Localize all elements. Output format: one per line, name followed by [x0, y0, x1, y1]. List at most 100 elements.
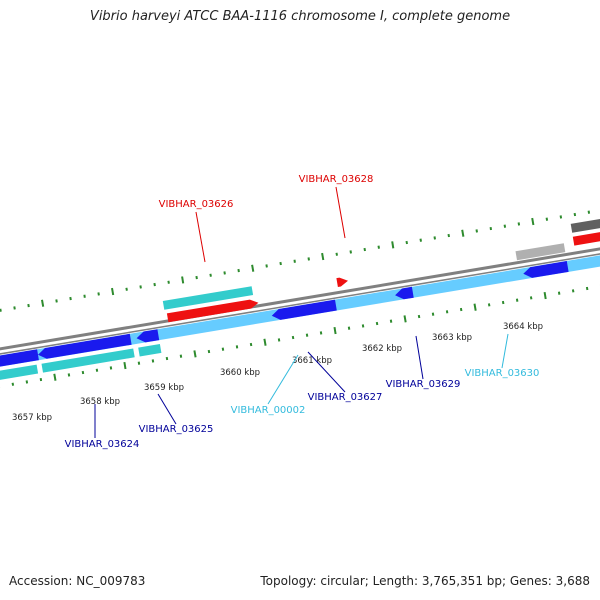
- gene-label: VIBHAR_03624: [65, 439, 140, 450]
- upper-tick-row: [587, 210, 591, 214]
- lower-tick-row: [389, 319, 393, 323]
- upper-tick-row: [279, 261, 282, 266]
- lower-tick-row: [557, 291, 561, 295]
- gene-label-leader: [335, 186, 346, 239]
- upper-tick-row: [391, 241, 395, 249]
- upper-tick-row: [55, 299, 58, 303]
- upper-tick-row: [335, 252, 338, 256]
- gene-bar-teal: [138, 344, 162, 357]
- gene-label: VIBHAR_03629: [386, 379, 461, 390]
- gene-bar-teal: [0, 364, 39, 380]
- upper-tick-row: [27, 303, 30, 308]
- lower-tick-row: [137, 361, 141, 365]
- gene-label: VIBHAR_03627: [308, 392, 383, 403]
- upper-tick-row: [363, 247, 366, 252]
- gene-label-leader: [157, 393, 177, 425]
- upper-tick-row: [517, 222, 521, 226]
- lower-tick-row: [109, 366, 113, 370]
- lower-tick-row: [487, 303, 491, 307]
- gene-label-leader: [501, 333, 509, 369]
- upper-tick-row: [419, 238, 422, 242]
- gene-label: VIBHAR_03626: [159, 199, 234, 210]
- scale-label: 3658 kbp: [80, 397, 120, 407]
- gene-bar-blue: [395, 286, 414, 300]
- lower-tick-row: [165, 356, 169, 361]
- gene-bar-red: [166, 299, 259, 323]
- lower-tick-row: [277, 338, 281, 342]
- upper-tick-row: [321, 252, 325, 261]
- accession-label: Accession: NC_009783: [9, 574, 146, 588]
- gene-bar-red: [336, 277, 348, 287]
- lower-tick-row: [81, 370, 85, 375]
- gene-bar-blue: [136, 329, 160, 343]
- upper-tick-row: [307, 257, 310, 261]
- scale-label: 3661 kbp: [292, 356, 332, 366]
- lower-tick-row: [263, 338, 267, 346]
- upper-tick-row: [0, 308, 2, 312]
- gene-label-leader: [415, 335, 424, 380]
- lower-tick-row: [333, 326, 337, 335]
- lower-tick-row: [347, 326, 351, 330]
- scale-label: 3662 kbp: [362, 344, 402, 354]
- scale-label: 3659 kbp: [144, 383, 184, 393]
- upper-tick-row: [223, 271, 226, 275]
- upper-tick-row: [405, 240, 408, 245]
- lower-tick-row: [11, 382, 15, 386]
- lower-tick-row: [123, 361, 127, 370]
- gene-bar-blue: [0, 349, 39, 367]
- lower-tick-row: [193, 350, 197, 358]
- upper-tick-row: [447, 233, 450, 238]
- upper-tick-row: [349, 250, 352, 254]
- genome-title: Vibrio harveyi ATCC BAA-1116 chromosome …: [89, 9, 511, 24]
- upper-tick-row: [503, 224, 507, 228]
- gene-bar-blue: [523, 261, 569, 278]
- upper-tick-row: [237, 268, 240, 273]
- upper-tick-row: [265, 264, 268, 268]
- upper-tick-row: [195, 275, 198, 280]
- lower-tick-row: [25, 380, 29, 384]
- upper-tick-row: [559, 215, 563, 219]
- lower-tick-row: [53, 373, 57, 381]
- upper-tick-row: [461, 229, 465, 237]
- upper-tick-row: [545, 217, 549, 221]
- lower-tick-row: [431, 312, 435, 316]
- lower-tick-row: [207, 349, 211, 354]
- gene-label-leader: [267, 354, 299, 405]
- gene-label: VIBHAR_00002: [231, 405, 306, 416]
- gene-bar-red: [572, 232, 600, 246]
- scale-label: 3663 kbp: [432, 333, 472, 343]
- lower-tick-row: [319, 331, 323, 335]
- scale-label: 3660 kbp: [220, 368, 260, 378]
- lower-tick-row: [459, 307, 463, 312]
- upper-tick-row: [111, 287, 115, 296]
- lower-tick-row: [501, 300, 505, 305]
- gene-label-leader: [307, 351, 346, 393]
- upper-tick-row: [13, 306, 16, 310]
- upper-tick-row: [125, 287, 128, 291]
- upper-tick-row: [531, 217, 535, 226]
- lower-tick-row: [515, 298, 519, 302]
- lower-tick-row: [375, 321, 379, 326]
- gene-label: VIBHAR_03625: [139, 424, 214, 435]
- lower-tick-row: [403, 315, 407, 323]
- scale-label: 3664 kbp: [503, 322, 543, 332]
- genome-summary: Topology: circular; Length: 3,765,351 bp…: [260, 574, 590, 588]
- gene-bar-gray: [515, 243, 566, 261]
- lower-tick-row: [473, 303, 477, 311]
- gene-label: VIBHAR_03630: [465, 368, 540, 379]
- lower-tick-row: [305, 333, 309, 337]
- lower-tick-row: [529, 296, 533, 300]
- lower-tick-row: [291, 335, 295, 340]
- upper-tick-row: [139, 285, 142, 289]
- upper-tick-row: [433, 236, 436, 240]
- lower-tick-row: [95, 368, 99, 372]
- gene-bar-blue: [271, 299, 337, 320]
- scale-label: 3657 kbp: [12, 413, 52, 423]
- upper-tick-row: [209, 273, 212, 277]
- upper-tick-row: [153, 282, 156, 287]
- upper-tick-row: [377, 245, 380, 249]
- gene-label: VIBHAR_03628: [299, 174, 374, 185]
- gene-bar-darkgray: [570, 218, 600, 233]
- gene-label-leader: [195, 211, 206, 263]
